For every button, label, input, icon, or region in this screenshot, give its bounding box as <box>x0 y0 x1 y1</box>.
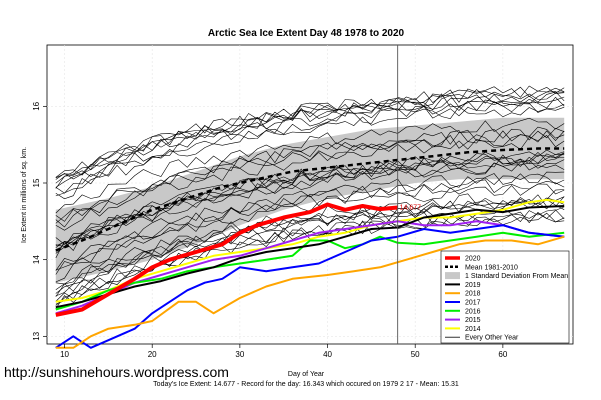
other-years-lines <box>55 85 565 309</box>
other-year-line <box>55 91 565 180</box>
y-tick-label: 15 <box>32 178 41 187</box>
current-value-annotation: 14.677 <box>400 205 422 212</box>
legend-label: 2015 <box>465 317 481 324</box>
x-tick-label: 30 <box>235 350 244 359</box>
other-year-line <box>55 117 565 214</box>
series-line-2018 <box>55 235 565 349</box>
x-tick-label: 40 <box>323 350 332 359</box>
other-year-line <box>55 85 565 184</box>
chart-title: Arctic Sea Ice Extent Day 48 1978 to 202… <box>208 28 405 39</box>
legend-label: 2017 <box>465 300 481 307</box>
other-year-line <box>55 173 565 275</box>
legend-label: Every Other Year <box>465 335 519 342</box>
other-year-line <box>55 103 565 200</box>
other-year-line <box>55 91 565 188</box>
y-tick-label: 14 <box>32 255 41 264</box>
series-line-2017 <box>55 224 565 349</box>
y-axis-ticks: 13 14 15 16 <box>32 101 47 341</box>
other-year-line <box>55 200 565 297</box>
other-year-line <box>55 189 565 285</box>
legend-label: 2014 <box>465 326 481 333</box>
other-year-line <box>55 96 565 194</box>
legend-label: 2018 <box>465 291 481 298</box>
x-axis-label: Day of Year <box>288 371 325 378</box>
other-year-line <box>55 159 565 251</box>
other-year-line <box>55 101 565 197</box>
watermark: http://sunshinehours.wordpress.com <box>4 364 229 380</box>
legend-label: Mean 1981-2010 <box>465 264 518 271</box>
other-year-line <box>55 87 565 178</box>
x-tick-label: 20 <box>148 350 157 359</box>
x-tick-label: 10 <box>60 350 69 359</box>
series-line-2019 <box>55 205 565 309</box>
legend-box <box>440 250 570 344</box>
other-year-line <box>55 154 565 254</box>
series-line-2016 <box>55 231 565 311</box>
x-tick-label: 60 <box>498 350 507 359</box>
legend-label: 2019 <box>465 282 481 289</box>
other-year-line <box>55 194 565 294</box>
other-year-line <box>55 126 565 222</box>
other-year-line <box>55 86 565 179</box>
other-year-line <box>55 151 565 245</box>
y-tick-label: 13 <box>32 331 41 340</box>
y-axis-label: Ice Extent in millions of sq. km. <box>21 147 28 243</box>
x-axis-ticks: 10 20 30 40 50 60 <box>60 344 508 359</box>
other-year-line <box>55 95 565 189</box>
legend-label: 2020 <box>465 256 481 263</box>
other-year-line <box>55 135 565 231</box>
x-tick-label: 50 <box>411 350 420 359</box>
series-line-2020 <box>55 202 398 317</box>
y-tick-label: 16 <box>32 101 41 110</box>
other-year-line <box>55 127 565 224</box>
legend-label: 2016 <box>465 308 481 315</box>
other-year-line <box>55 212 565 309</box>
footer-text: Today's Ice Extent: 14.677 - Record for … <box>153 381 459 388</box>
other-year-line <box>55 171 565 271</box>
series-line-mean-1981-2010 <box>55 147 565 252</box>
legend-swatch <box>445 272 460 280</box>
series-lines <box>55 147 565 349</box>
legend-label: 1 Standard Deviation From Mean <box>465 273 568 280</box>
other-year-line <box>55 154 565 247</box>
other-year-line <box>55 149 565 252</box>
